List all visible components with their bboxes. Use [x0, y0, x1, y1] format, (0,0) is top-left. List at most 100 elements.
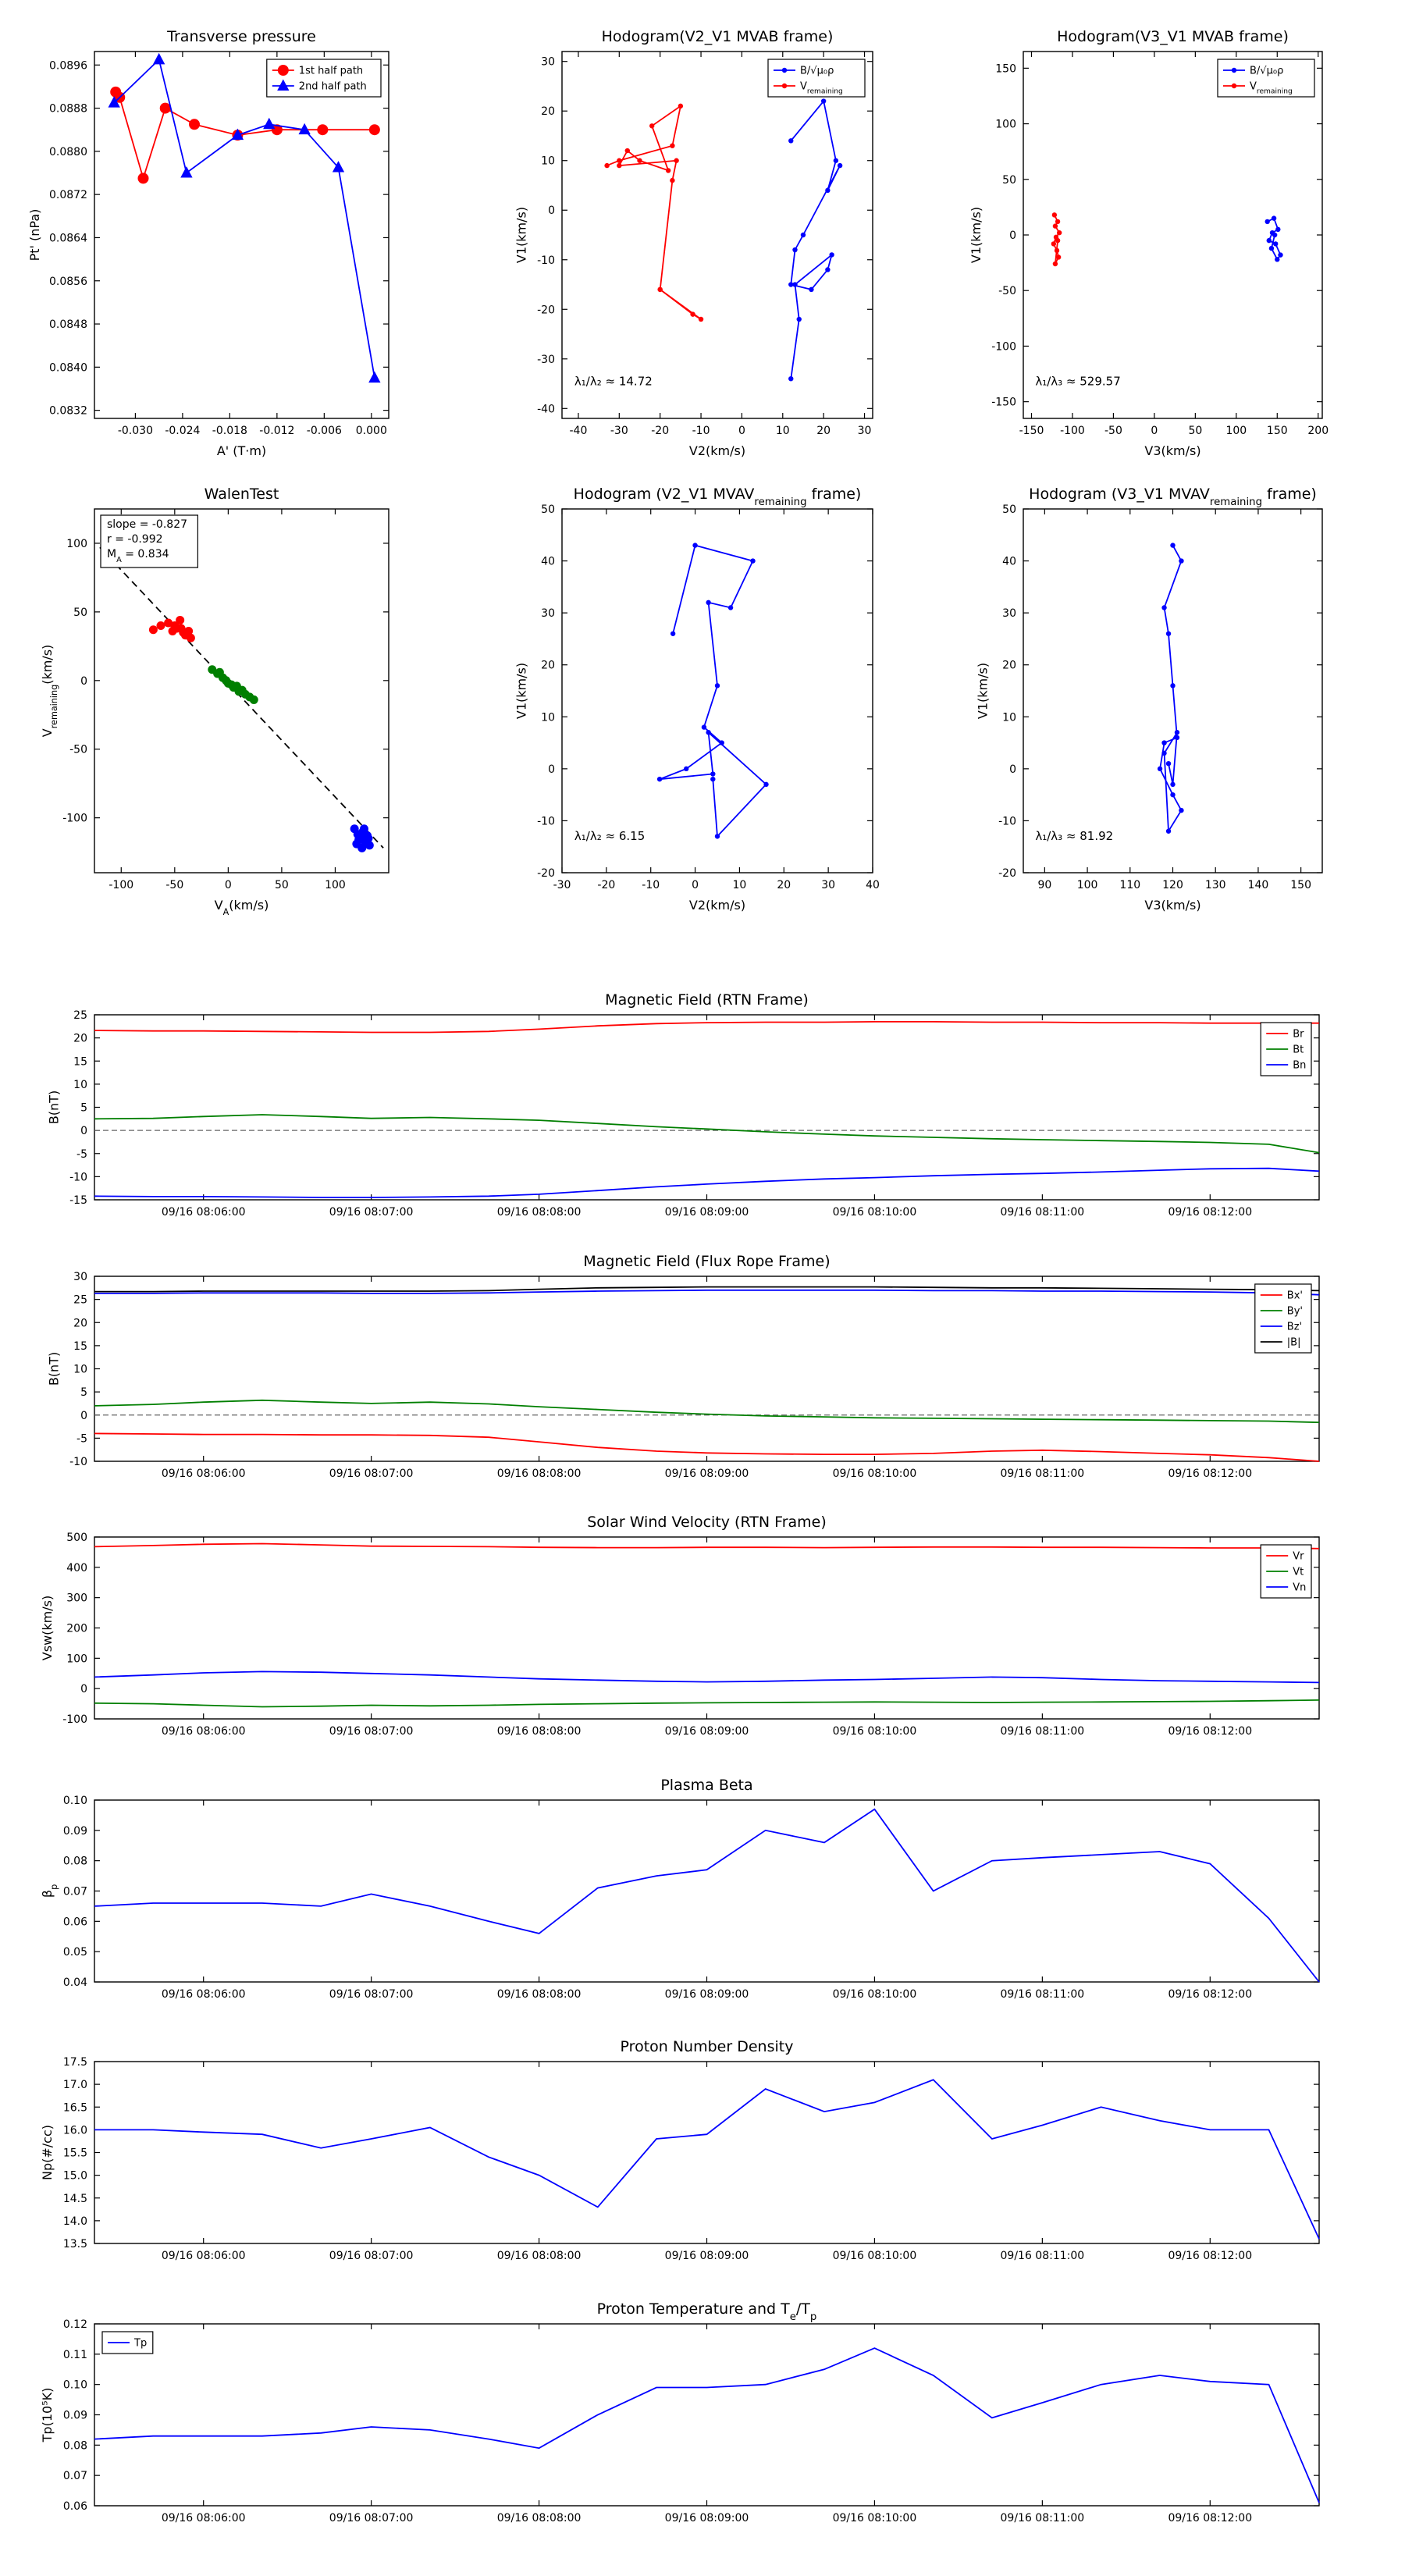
svg-text:-20: -20 [597, 879, 615, 891]
y-axis-label: Tp(10⁵K) [40, 2388, 55, 2443]
svg-text:-10: -10 [537, 254, 555, 267]
svg-text:-15: -15 [69, 1194, 87, 1207]
axes-frame [94, 51, 389, 419]
svg-text:15: 15 [73, 1340, 87, 1353]
svg-text:25: 25 [73, 1294, 87, 1307]
series-Br [94, 1020, 1319, 1034]
legend: B/√μ₀ρ Vremaining [767, 59, 866, 98]
svg-text:50: 50 [1188, 425, 1202, 437]
svg-text:09/16 08:10:00: 09/16 08:10:00 [833, 1468, 917, 1480]
svg-text:Vr: Vr [1293, 1551, 1304, 1563]
svg-text:-40: -40 [537, 403, 555, 415]
svg-text:30: 30 [858, 425, 872, 437]
svg-text:0.06: 0.06 [63, 2500, 87, 2513]
svg-text:-0.024: -0.024 [165, 425, 200, 437]
svg-text:09/16 08:08:00: 09/16 08:08:00 [497, 2250, 582, 2262]
chart-title: Magnetic Field (RTN Frame) [605, 991, 809, 1009]
svg-text:30: 30 [541, 56, 555, 69]
axes-ticks: -100 -50 0 50 100 -100 -50 0 50 100 [62, 509, 389, 891]
chart-title: Proton Number Density [621, 2038, 794, 2055]
svg-text:150: 150 [1267, 425, 1288, 437]
svg-text:-5: -5 [76, 1148, 87, 1161]
chart-svg-hodogram-v2v1-mvav: -30 -20 -10 0 10 20 30 40-20-1001020304050Hodog… [514, 486, 880, 913]
axes-ticks: 09/16 08:06:00 09/16 08:07:00 09/16 08:08:… [69, 1009, 1319, 1219]
svg-text:09/16 08:06:00: 09/16 08:06:00 [162, 1725, 246, 1738]
svg-text:09/16 08:11:00: 09/16 08:11:00 [1001, 2250, 1085, 2262]
svg-text:20: 20 [777, 879, 791, 891]
svg-text:10: 10 [733, 879, 747, 891]
svg-text:40: 40 [866, 879, 880, 891]
series-V-remaining [604, 103, 704, 322]
axes-ticks: -0.030 -0.024 -0.018 -0.012 -0.006 0.000 0.083… [49, 52, 389, 437]
svg-text:0: 0 [80, 1683, 87, 1695]
svg-text:1st half path: 1st half path [299, 66, 363, 77]
axes-frame [94, 1799, 1320, 1983]
svg-text:0.0832: 0.0832 [49, 405, 87, 418]
svg-text:09/16 08:08:00: 09/16 08:08:00 [497, 1725, 582, 1738]
svg-text:10: 10 [73, 1079, 87, 1091]
svg-text:0: 0 [548, 205, 555, 217]
chart-hodogram-v2v1-mvab: -40 -30 -20 -10 0 10 20 30 -40 -30 -20 -10 0 10 20 30 Ho… [514, 28, 873, 458]
svg-text:-30: -30 [537, 354, 555, 366]
svg-text:09/16 08:10:00: 09/16 08:10:00 [833, 1725, 917, 1738]
svg-text:10: 10 [1002, 711, 1016, 724]
annotation: λ₁/λ₂ ≈ 6.15 [574, 829, 645, 843]
svg-text:0.11: 0.11 [63, 2349, 87, 2361]
svg-text:Bt: Bt [1293, 1044, 1304, 1056]
axes-frame [561, 51, 873, 419]
svg-text:120: 120 [1162, 879, 1183, 891]
svg-text:B/√μ₀ρ: B/√μ₀ρ [1250, 66, 1283, 77]
axes-frame [94, 2323, 1320, 2507]
svg-text:10: 10 [541, 711, 555, 724]
svg-text:20: 20 [73, 1317, 87, 1329]
svg-text:0.08: 0.08 [63, 1856, 87, 1868]
svg-text:400: 400 [66, 1562, 87, 1574]
svg-text:17.5: 17.5 [63, 2056, 87, 2069]
series-V-remaining [1051, 212, 1062, 267]
chart-title: WalenTest [205, 486, 279, 503]
y-axis-label: B(nT) [46, 1091, 61, 1124]
svg-text:0.0848: 0.0848 [49, 318, 87, 331]
chart-svg-magnetic-field-fluxrope: 09/16 08:06:00 09/16 08:07:00 09/16 08:08:… [46, 1253, 1320, 1480]
svg-text:-100: -100 [991, 340, 1016, 353]
chart-svg-transverse-pressure: -0.030 -0.024 -0.018 -0.012 -0.006 0.000 0.083… [27, 28, 389, 458]
svg-text:-10: -10 [692, 425, 710, 437]
chart-proton-temperature: 09/16 08:06:00 09/16 08:07:00 09/16 08:08:… [40, 2300, 1320, 2524]
svg-text:50: 50 [73, 607, 87, 619]
svg-text:100: 100 [66, 538, 87, 550]
svg-text:-0.030: -0.030 [118, 425, 153, 437]
chart-title: Hodogram (V2_V1 MVAVremaining frame) [574, 486, 862, 508]
svg-text:150: 150 [1290, 879, 1311, 891]
svg-text:10: 10 [776, 425, 790, 437]
svg-text:15.0: 15.0 [63, 2170, 87, 2183]
svg-text:09/16 08:06:00: 09/16 08:06:00 [162, 1206, 246, 1219]
svg-text:Bx': Bx' [1287, 1290, 1303, 1302]
svg-text:-0.018: -0.018 [212, 425, 247, 437]
svg-text:50: 50 [1002, 174, 1016, 187]
svg-text:0: 0 [1009, 229, 1016, 242]
series-middle-points [208, 665, 258, 704]
svg-text:15.5: 15.5 [63, 2147, 87, 2160]
svg-text:09/16 08:11:00: 09/16 08:11:00 [1001, 1725, 1085, 1738]
svg-text:09/16 08:10:00: 09/16 08:10:00 [833, 1206, 917, 1219]
series-B-alfven-units [1264, 215, 1283, 262]
x-axis-label: A' (T·m) [217, 443, 266, 458]
svg-text:0.0840: 0.0840 [49, 361, 87, 374]
svg-text:0.0888: 0.0888 [49, 103, 87, 116]
chart-title: Hodogram (V3_V1 MVAVremaining frame) [1029, 486, 1317, 508]
chart-proton-number-density: 09/16 08:06:00 09/16 08:07:00 09/16 08:08:… [40, 2038, 1320, 2262]
svg-text:0: 0 [80, 675, 87, 688]
svg-text:100: 100 [1225, 425, 1247, 437]
svg-text:Bn: Bn [1293, 1060, 1306, 1072]
svg-text:20: 20 [816, 425, 831, 437]
y-axis-label: Pt' (nPa) [27, 209, 42, 262]
svg-text:-10: -10 [69, 1171, 87, 1183]
chart-hodogram-v2v1-mvav: -30 -20 -10 0 10 20 30 40 -20 -10 0 10 20 30 40 50 Hodog… [514, 486, 880, 913]
svg-text:09/16 08:12:00: 09/16 08:12:00 [1168, 1468, 1252, 1480]
svg-text:09/16 08:09:00: 09/16 08:09:00 [665, 1206, 749, 1219]
svg-text:Tp: Tp [133, 2338, 147, 2350]
svg-text:2nd half path: 2nd half path [299, 81, 367, 93]
y-axis-label: V1(km/s) [514, 663, 528, 719]
svg-text:110: 110 [1119, 879, 1140, 891]
svg-text:10: 10 [541, 155, 555, 168]
